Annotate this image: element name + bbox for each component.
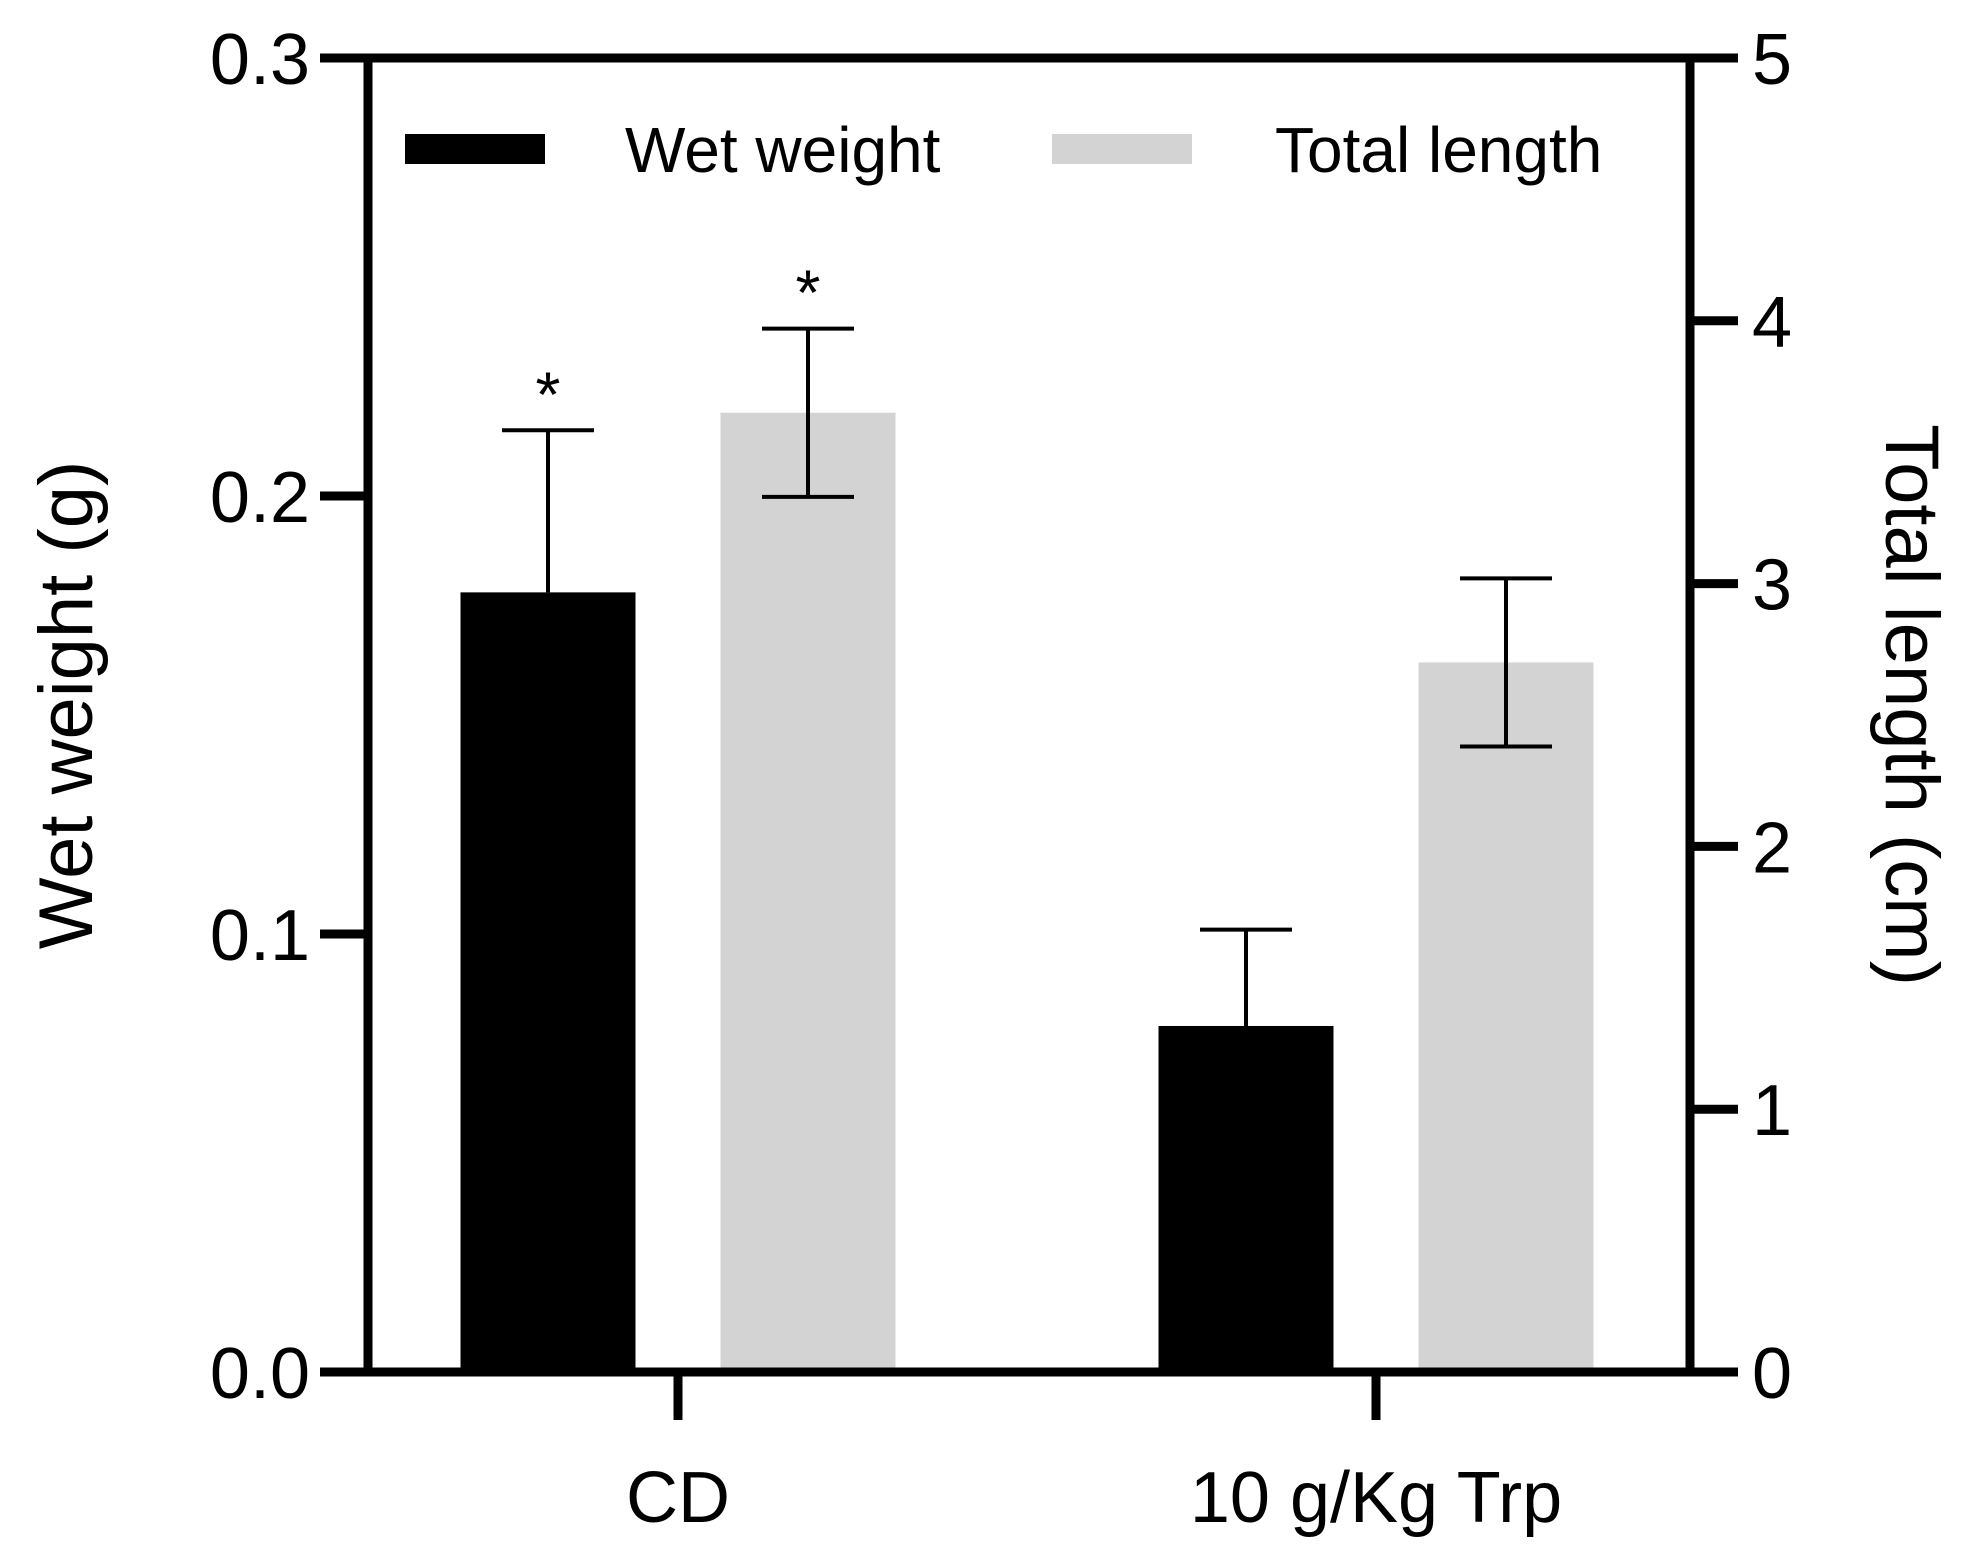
ticks-group: 0.0 0.1 0.2 0.3 0 1 2 3 4 5 CD 10 g/Kg Trp <box>210 20 1792 1538</box>
legend-label-wet-weight: Wet weight <box>625 114 941 186</box>
bar-total-length-0 <box>720 412 896 1372</box>
bars-group <box>460 412 1594 1372</box>
right-tick-label: 3 <box>1752 546 1792 626</box>
bar-total-length-1 <box>1418 662 1594 1372</box>
left-tick-label: 0.2 <box>210 458 310 538</box>
right-tick-label: 1 <box>1752 1071 1792 1151</box>
left-tick-label: 0.3 <box>210 20 310 100</box>
error-bars-group <box>502 326 1552 1026</box>
right-tick-label: 4 <box>1752 283 1792 363</box>
right-axis-title: Total length (cm) <box>1869 424 1954 986</box>
left-tick-label: 0.1 <box>210 896 310 976</box>
left-tick-label: 0.0 <box>210 1334 310 1414</box>
significance-marker: * <box>796 257 821 329</box>
bar-wet-weight-1 <box>1158 1025 1334 1372</box>
right-tick-label: 2 <box>1752 808 1792 888</box>
right-tick-label: 0 <box>1752 1334 1792 1414</box>
legend-label-total-length: Total length <box>1275 114 1602 186</box>
axes-group <box>320 53 1738 1377</box>
category-label: CD <box>626 1458 730 1538</box>
right-tick-label: 5 <box>1752 20 1792 100</box>
significance-group: ** <box>536 257 821 431</box>
legend-swatch-total-length <box>1052 134 1192 164</box>
left-axis-title: Wet weight (g) <box>24 461 109 950</box>
bar-wet-weight-0 <box>460 592 636 1372</box>
legend-swatch-wet-weight <box>405 134 545 164</box>
significance-marker: * <box>536 358 561 430</box>
legend: Wet weight Total length <box>405 114 1602 186</box>
category-label: 10 g/Kg Trp <box>1190 1458 1562 1538</box>
